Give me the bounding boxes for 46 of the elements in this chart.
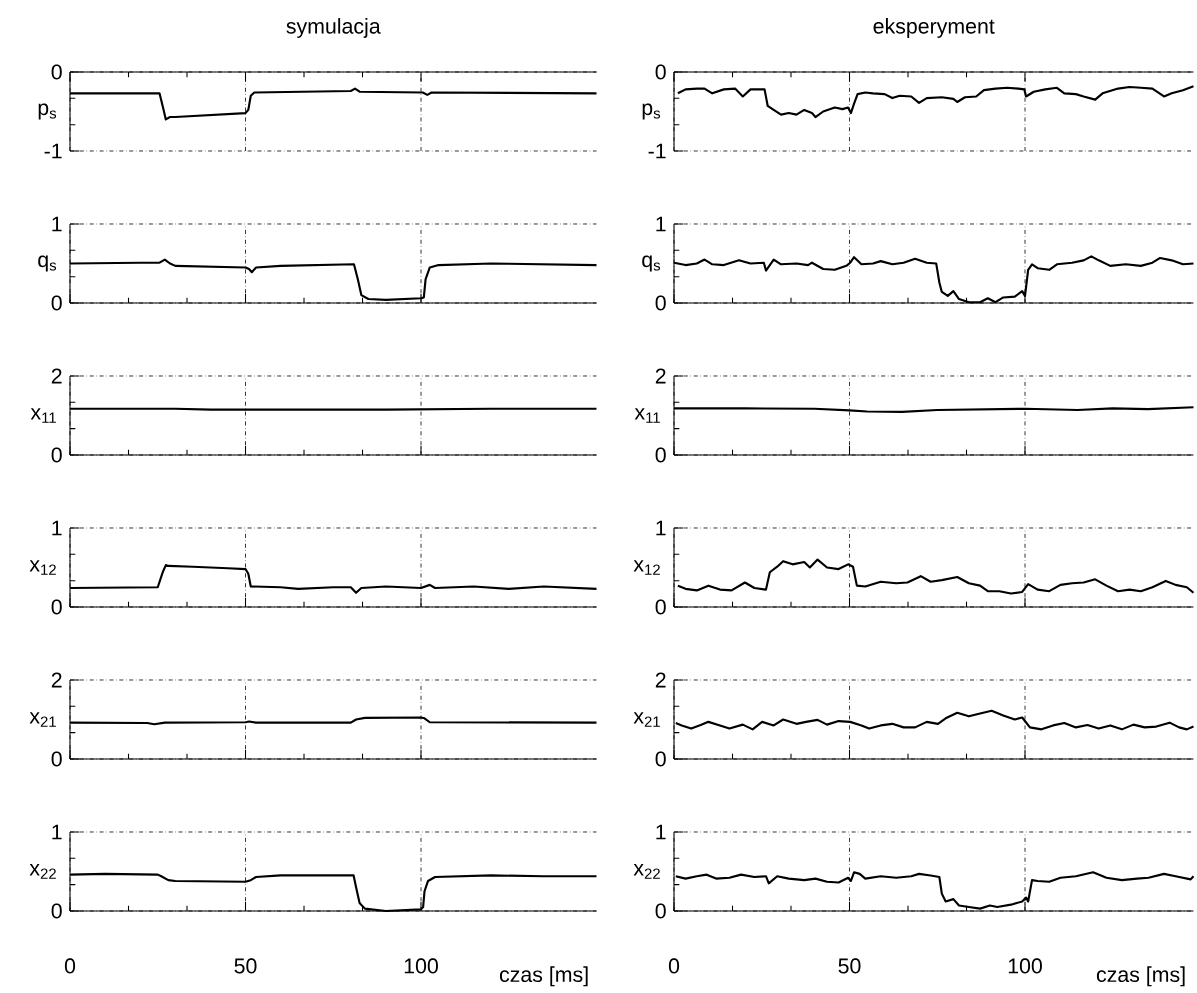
y-tick-label: 0 [51,447,62,463]
x-tick-label: 100 [404,958,438,974]
x-tick-label: 50 [838,958,861,974]
y-tick-label: 0 [655,447,666,463]
y-axis-title: x$_{12}$ [633,559,660,575]
y-tick-label: 0 [51,599,62,615]
y-tick-label: 1 [52,216,62,232]
y-axis-title: q$_{s}$ [642,255,661,272]
y-tick-label: 0 [655,599,666,615]
y-tick-label: 2 [51,368,62,384]
y-axis-title: x$_{22}$ [633,863,660,879]
y-axis-title: x$_{11}$ [30,407,56,423]
y-tick-label: 1 [52,824,62,840]
x-tick-label: 50 [234,958,257,974]
chart-title: eksperyment [873,17,995,38]
y-tick-label: 0 [51,903,62,919]
y-tick-label: -1 [44,143,62,159]
y-tick-label: 0 [655,751,666,767]
y-axis-title: x$_{22}$ [29,863,56,879]
y-axis-title: x$_{12}$ [29,559,56,575]
y-axis-title: p$_{s}$ [642,103,661,120]
x-axis-title: czas [ms] [499,966,588,987]
y-tick-label: 1 [656,520,666,536]
y-axis-title: x$_{11}$ [634,407,660,423]
y-tick-label: 0 [51,295,62,311]
y-tick-label: 2 [655,368,666,384]
y-tick-label: 0 [51,751,62,767]
y-tick-label: 1 [656,216,666,232]
y-tick-label: 0 [655,295,666,311]
y-axis-title: p$_{s}$ [38,103,57,120]
x-axis-title: czas [ms] [1096,966,1185,987]
y-tick-label: 1 [656,824,666,840]
y-axis-title: q$_{s}$ [38,255,57,272]
y-tick-label: 0 [655,903,666,919]
y-tick-label: 2 [51,672,62,688]
x-tick-label: 100 [1008,958,1042,974]
y-tick-label: -1 [648,143,666,159]
x-tick-label: 0 [64,958,76,974]
y-axis-title: x$_{21}$ [29,711,56,727]
x-tick-label: 0 [668,958,680,974]
y-tick-label: 1 [52,520,62,536]
y-tick-label: 2 [655,672,666,688]
y-tick-label: 0 [655,64,666,80]
chart-title: symulacja [286,17,381,38]
y-tick-label: 0 [51,64,62,80]
y-axis-title: x$_{21}$ [633,711,660,727]
